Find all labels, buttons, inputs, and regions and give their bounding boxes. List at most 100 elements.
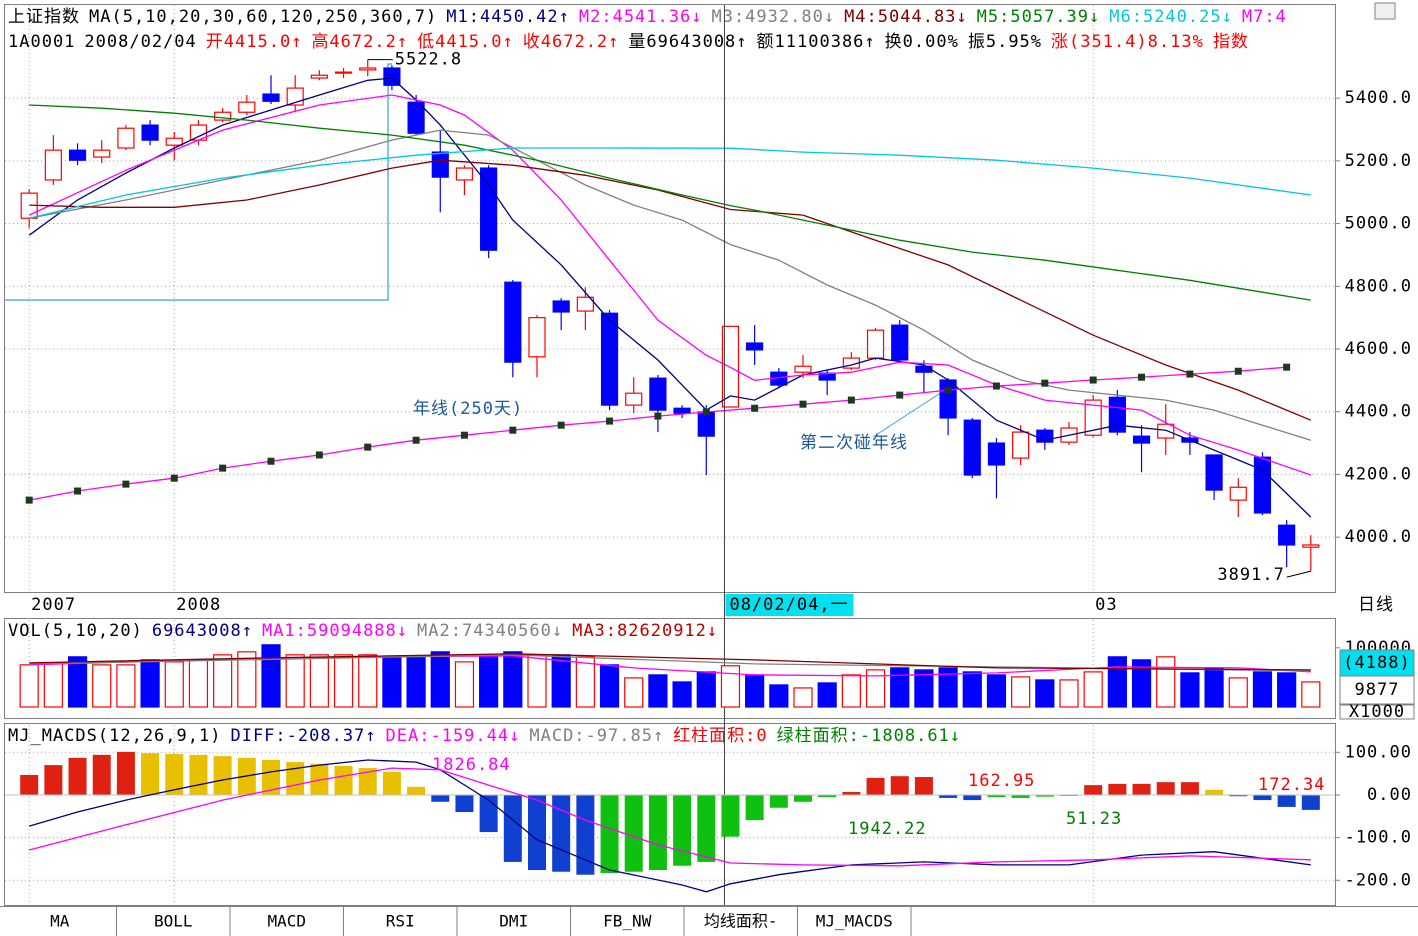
header-item: 额11100386↑ — [757, 32, 876, 52]
header-item: M2:4541.36↓ — [579, 7, 703, 27]
line-marker — [219, 464, 227, 472]
header-item: 高4672.2↑ — [311, 32, 408, 52]
window-button[interactable] — [1374, 2, 1396, 20]
macd-bar — [1180, 782, 1199, 795]
header-item: 换0.00% — [885, 32, 959, 52]
macd-bar — [552, 794, 571, 872]
candle-body — [1036, 429, 1054, 443]
annotation: 第二次碰年线 — [800, 433, 908, 453]
tab-label[interactable]: 均线面积- — [704, 912, 778, 931]
line-marker — [896, 391, 904, 399]
header-item: M4:5044.83↓ — [844, 7, 968, 27]
tab-label[interactable]: RSI — [386, 912, 415, 931]
header-item: 绿柱面积:-1808.61↓ — [777, 726, 961, 746]
candle-body — [310, 74, 328, 79]
macd-bar — [455, 794, 474, 813]
volume-bar — [479, 654, 499, 708]
volume-bar — [841, 674, 861, 708]
candle-body — [141, 124, 159, 141]
macd-bar — [141, 753, 160, 795]
volume-bar — [261, 644, 281, 708]
candle-body — [431, 151, 449, 178]
volume-bar — [914, 669, 934, 708]
candle-body — [238, 101, 256, 113]
volume-panel-border — [4, 618, 1336, 719]
y-tick-label: 0.00 — [1367, 785, 1412, 805]
macd-bar — [963, 794, 982, 801]
y-tick-label: 4800.0 — [1345, 276, 1412, 296]
volume-bar — [648, 674, 668, 708]
header-item: MJ_MACDS(12,26,9,1) — [8, 726, 221, 746]
macd-bar — [600, 794, 619, 874]
macd-bar — [721, 794, 740, 837]
macd-bar — [1084, 785, 1103, 795]
y-tick-label: 4600.0 — [1345, 339, 1412, 359]
volume-bar — [745, 674, 765, 708]
volume-bar — [720, 665, 741, 708]
candle-body — [1302, 544, 1320, 548]
tab-label[interactable]: MACD — [267, 912, 306, 931]
header-item: 收4672.2↑ — [523, 32, 620, 52]
low-label: 3891.7 — [1217, 565, 1284, 585]
volume-bar — [890, 667, 910, 708]
volume-bar — [19, 664, 39, 708]
volume-bar — [1277, 672, 1297, 708]
line-marker — [606, 417, 614, 425]
cursor-value: 9877 — [1355, 680, 1400, 700]
indicator-line — [29, 767, 1311, 867]
volume-bar — [1083, 671, 1103, 708]
macd-bar — [1035, 794, 1054, 797]
period-label[interactable]: 日线 — [1358, 595, 1394, 615]
tab-label[interactable]: MJ_MACDS — [816, 912, 893, 931]
candle-body — [1012, 431, 1030, 459]
candle-body — [165, 137, 183, 146]
volume-bar — [1035, 679, 1055, 708]
y-tick-label: 4400.0 — [1345, 402, 1412, 422]
tab-label[interactable]: DMI — [499, 912, 528, 931]
annotation: 1826.84 — [432, 755, 511, 775]
macd-bar — [842, 791, 861, 795]
macd-bar — [794, 794, 812, 802]
y-tick-label: 5200.0 — [1345, 151, 1412, 171]
tab-label[interactable]: MA — [50, 912, 70, 931]
macd-bar — [334, 765, 353, 795]
candle-body — [214, 111, 232, 121]
x-tick-label: 2008 — [176, 595, 221, 615]
macd-bar — [407, 786, 426, 795]
candle-body — [1229, 486, 1247, 501]
macd-bar — [1156, 782, 1175, 795]
indicator-line — [29, 129, 1311, 441]
macd-bar — [1011, 794, 1030, 798]
volume-bar — [1204, 667, 1224, 708]
low-leader — [1286, 570, 1311, 578]
volume-bar — [406, 656, 426, 708]
macd-bar — [189, 754, 208, 795]
candle-body — [1108, 396, 1126, 433]
candle-body — [1132, 435, 1151, 444]
candle-body — [963, 419, 981, 476]
line-marker — [847, 396, 855, 404]
candle-body — [44, 149, 62, 181]
macd-bar — [1301, 794, 1320, 810]
header-item: M5:5057.39↓ — [977, 7, 1101, 27]
macd-bar — [213, 756, 232, 795]
line-marker — [509, 426, 517, 434]
macd-bar — [20, 774, 39, 795]
tab-label[interactable]: FB_NW — [603, 912, 652, 931]
indicator-line — [29, 147, 1311, 219]
y-tick-label: 100.00 — [1345, 742, 1412, 762]
annotation: 162.95 — [968, 771, 1035, 791]
macd-bar — [1277, 794, 1296, 807]
header-item: MA(5,10,20,30,60,120,250,360,7) — [89, 7, 437, 27]
volume-bar — [1252, 671, 1273, 708]
line-marker — [74, 487, 82, 495]
y-tick-label: 4000.0 — [1345, 527, 1412, 547]
tab-label[interactable]: BOLL — [154, 912, 193, 931]
header-item: 振5.95% — [968, 32, 1042, 52]
header-item: 量69643008↑ — [628, 32, 747, 52]
cursor-date-label: 08/02/04,一 — [729, 595, 848, 615]
volume-bar — [986, 674, 1007, 708]
volume-bar — [696, 671, 716, 708]
volume-bar — [92, 664, 112, 708]
candle-body — [528, 317, 546, 358]
